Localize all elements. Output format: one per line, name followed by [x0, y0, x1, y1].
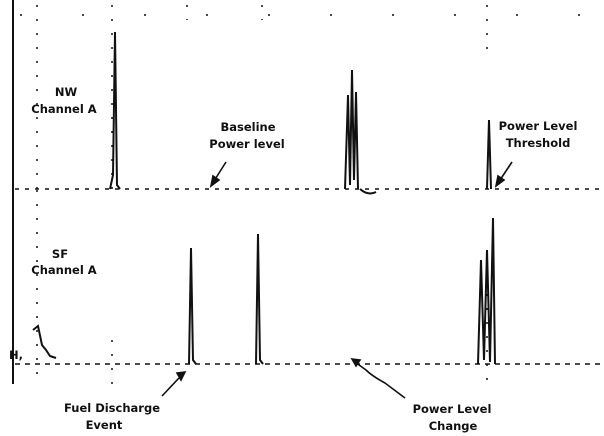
baseline-label-1: Baseline: [220, 120, 275, 134]
left-marker-label: H,: [9, 348, 23, 362]
top-trace-spikes: [109, 31, 492, 195]
bottom-channel-label-2: Channel A: [31, 263, 97, 277]
baseline-label-2: Power level: [209, 137, 284, 151]
threshold-label-1: Power Level: [499, 119, 578, 133]
top-channel-label-1: NW: [55, 85, 78, 99]
power-change-label-1: Power Level: [413, 402, 492, 416]
top-channel-label-2: Channel A: [31, 102, 97, 116]
bottom-trace-spikes: [32, 217, 496, 365]
power-change-label-2: Change: [429, 419, 478, 433]
fuel-discharge-label-2: Event: [86, 418, 123, 432]
bottom-channel-label-1: SF: [52, 247, 68, 261]
dotted-markers: [36, 5, 488, 384]
annotation-arrows: [161, 161, 513, 399]
threshold-label-2: Threshold: [506, 136, 571, 150]
fuel-discharge-label-1: Fuel Discharge: [64, 401, 160, 415]
